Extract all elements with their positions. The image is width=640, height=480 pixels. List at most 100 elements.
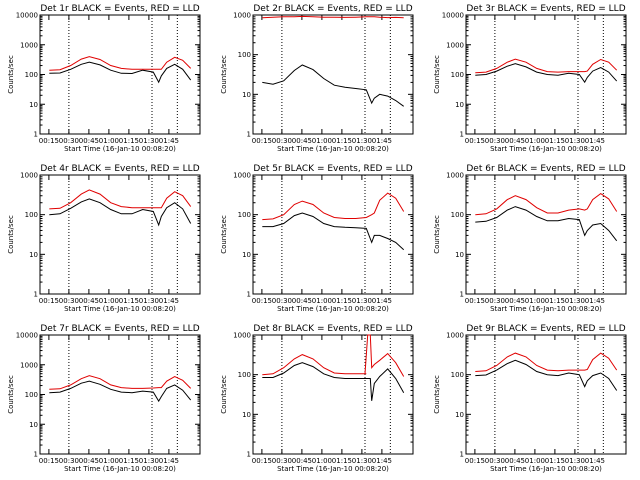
y-axis-label: Counts/sec — [220, 55, 228, 94]
y-tick-label: 1000 — [233, 172, 251, 180]
y-tick-label: 100 — [238, 51, 251, 59]
x-tick-label: 01:00 — [99, 457, 119, 465]
x-tick-label: 00:15 — [39, 297, 59, 305]
panel-det-6: Det 6r BLACK = Events, RED = LLD 1 10 100 10… — [433, 164, 627, 313]
y-tick-label: 100 — [451, 211, 464, 219]
y-tick-label: 1 — [34, 131, 38, 139]
x-tick-label: 01:15 — [332, 137, 352, 145]
x-tick-label: 00:30 — [485, 297, 505, 305]
y-tick-label: 1 — [247, 291, 251, 299]
x-tick-label: 01:15 — [119, 297, 139, 305]
x-tick-label: 00:15 — [252, 137, 272, 145]
x-tick-label: 01:00 — [525, 457, 545, 465]
x-tick-label: 01:30 — [352, 137, 372, 145]
y-tick-label: 10000 — [442, 12, 464, 20]
panel-title: Det 6r BLACK = Events, RED = LLD — [466, 164, 625, 174]
panel-det-8: Det 8r BLACK = Events, RED = LLD 1 10 100 10… — [220, 324, 414, 473]
series-events-line — [475, 359, 618, 391]
series-lld-line — [49, 56, 192, 71]
series-events-line — [262, 212, 405, 251]
x-tick-label: 00:45 — [292, 137, 312, 145]
y-tick-label: 100 — [25, 211, 38, 219]
plot-frame — [465, 174, 627, 295]
panel-title: Det 3r BLACK = Events, RED = LLD — [466, 4, 625, 14]
plot-frame — [252, 174, 414, 295]
x-axis-label: Start Time (16-Jan-10 00:08:20) — [277, 465, 389, 473]
y-axis-label: Counts/sec — [7, 55, 15, 94]
x-tick-label: 01:45 — [372, 457, 392, 465]
x-tick-label: 01:45 — [159, 137, 179, 145]
x-axis-label: Start Time (16-Jan-10 00:08:20) — [64, 305, 176, 313]
y-axis-label: Counts/sec — [433, 375, 441, 414]
x-tick-label: 01:45 — [585, 137, 605, 145]
x-tick-label: 00:45 — [79, 457, 99, 465]
y-tick-label: 1 — [460, 131, 464, 139]
series-lld-line — [475, 192, 618, 216]
x-tick-label: 00:30 — [485, 137, 505, 145]
x-tick-label: 01:30 — [352, 297, 372, 305]
x-tick-label: 00:15 — [465, 457, 485, 465]
x-tick-label: 00:30 — [272, 297, 292, 305]
x-axis-label: Start Time (16-Jan-10 00:08:20) — [490, 145, 602, 153]
series-events-line — [49, 380, 192, 403]
x-tick-label: 01:30 — [565, 457, 585, 465]
x-tick-label: 01:00 — [525, 297, 545, 305]
y-tick-label: 1 — [460, 451, 464, 459]
x-tick-label: 00:45 — [292, 297, 312, 305]
x-tick-label: 01:45 — [372, 297, 392, 305]
y-tick-label: 1000 — [446, 172, 464, 180]
x-tick-label: 00:45 — [505, 297, 525, 305]
x-tick-label: 01:00 — [312, 137, 332, 145]
series-events-line — [475, 206, 618, 242]
x-tick-label: 01:15 — [545, 137, 565, 145]
y-tick-label: 100 — [25, 71, 38, 79]
x-tick-label: 00:30 — [485, 457, 505, 465]
plot-frame — [39, 14, 201, 135]
x-tick-label: 00:15 — [465, 137, 485, 145]
panel-det-4: Det 4r BLACK = Events, RED = LLD 1 10 100 10… — [7, 164, 201, 313]
x-tick-label: 00:15 — [465, 297, 485, 305]
y-tick-label: 1 — [247, 131, 251, 139]
y-axis-label: Counts/sec — [433, 215, 441, 254]
y-tick-label: 10 — [29, 421, 38, 429]
x-tick-label: 01:30 — [139, 137, 159, 145]
x-tick-label: 00:15 — [39, 457, 59, 465]
x-tick-label: 01:45 — [159, 457, 179, 465]
x-tick-label: 01:30 — [139, 297, 159, 305]
y-tick-label: 10 — [242, 411, 251, 419]
y-tick-label: 1000 — [233, 12, 251, 20]
panel-title: Det 7r BLACK = Events, RED = LLD — [40, 324, 199, 334]
x-tick-label: 00:30 — [272, 137, 292, 145]
y-axis-label: Counts/sec — [220, 375, 228, 414]
y-tick-label: 1 — [34, 291, 38, 299]
y-axis-label: Counts/sec — [220, 215, 228, 254]
x-tick-label: 01:45 — [159, 297, 179, 305]
y-tick-label: 100 — [238, 371, 251, 379]
x-tick-label: 00:15 — [39, 137, 59, 145]
panel-det-5: Det 5r BLACK = Events, RED = LLD 1 10 100 10… — [220, 164, 414, 313]
panel-det-1: Det 1r BLACK = Events, RED = LLD 1 10 100 10… — [7, 4, 201, 153]
y-tick-label: 10 — [455, 251, 464, 259]
y-tick-label: 1000 — [233, 332, 251, 340]
y-tick-label: 1000 — [446, 41, 464, 49]
plot-frame — [252, 334, 414, 455]
y-tick-label: 1000 — [20, 361, 38, 369]
y-tick-label: 1000 — [20, 172, 38, 180]
y-tick-label: 1 — [34, 451, 38, 459]
x-tick-label: 01:00 — [99, 297, 119, 305]
x-tick-label: 01:30 — [565, 297, 585, 305]
plot-frame — [465, 334, 627, 455]
y-tick-label: 10 — [455, 411, 464, 419]
x-tick-label: 01:30 — [565, 137, 585, 145]
x-axis-label: Start Time (16-Jan-10 00:08:20) — [490, 465, 602, 473]
x-tick-label: 00:45 — [79, 137, 99, 145]
panel-title: Det 5r BLACK = Events, RED = LLD — [253, 164, 412, 174]
x-tick-label: 01:15 — [545, 297, 565, 305]
x-tick-label: 00:15 — [252, 297, 272, 305]
y-tick-label: 10 — [29, 101, 38, 109]
series-events-line — [262, 64, 404, 107]
x-tick-label: 01:15 — [119, 137, 139, 145]
panel-det-3: Det 3r BLACK = Events, RED = LLD 1 10 100 10… — [433, 4, 627, 153]
x-tick-label: 00:45 — [505, 457, 525, 465]
series-lld-line — [475, 352, 618, 372]
